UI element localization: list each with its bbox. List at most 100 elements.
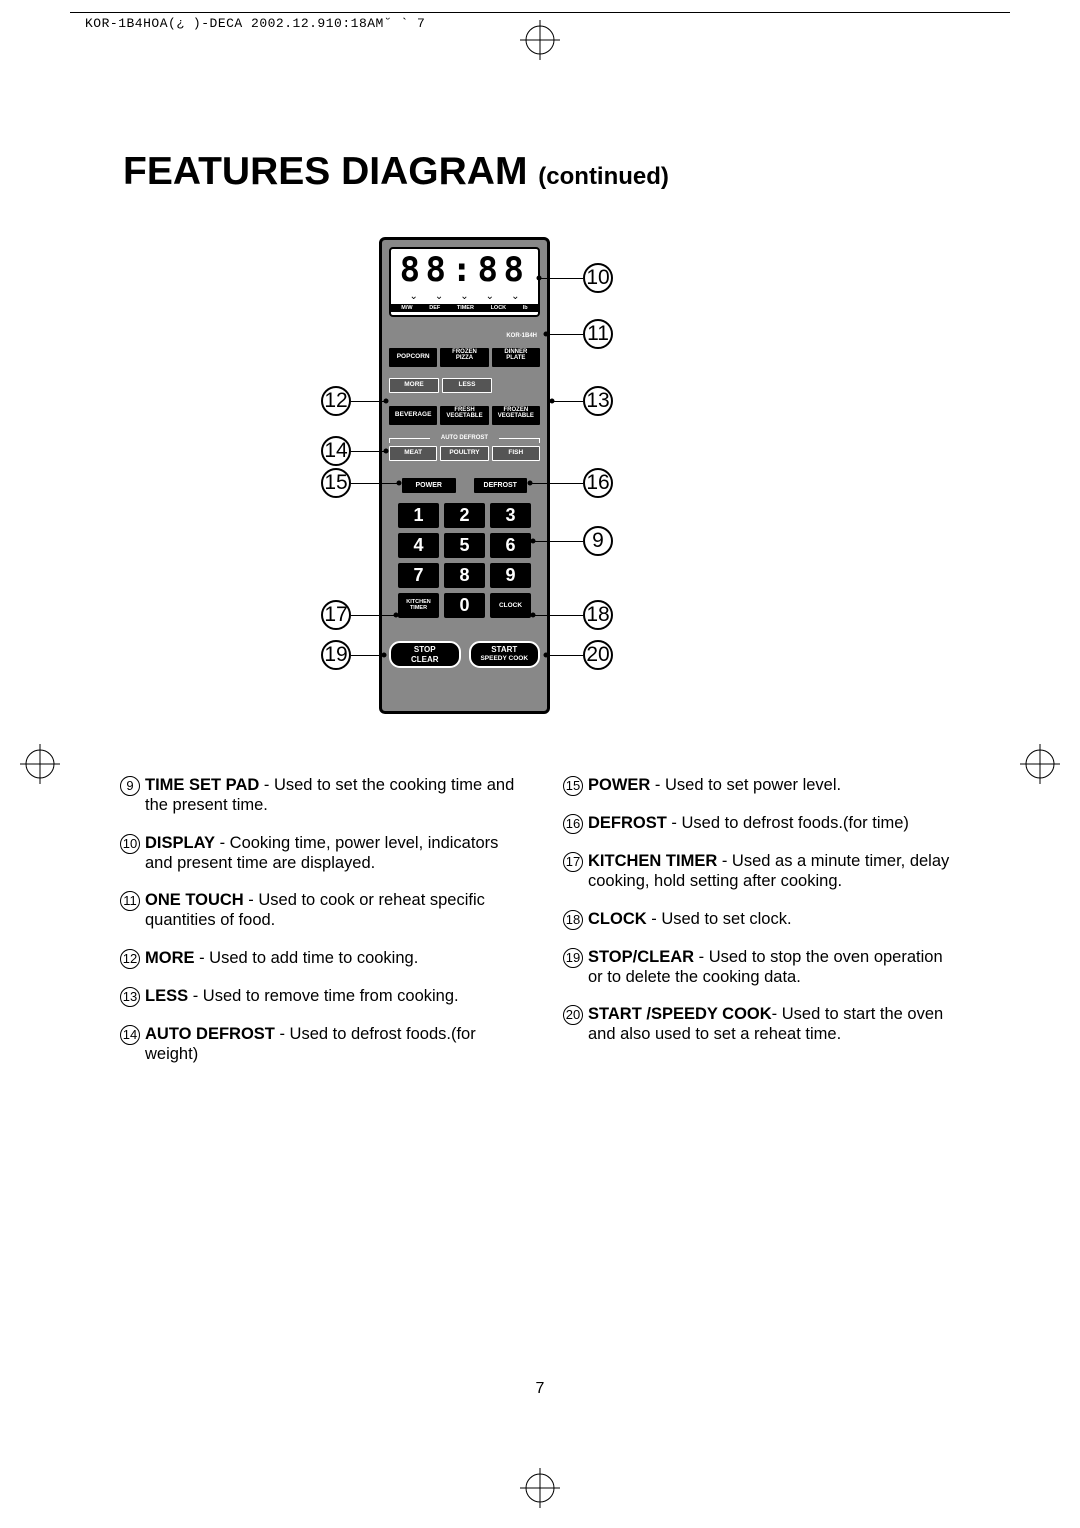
desc-number: 18	[563, 910, 583, 930]
auto-defrost-section: AUTO DEFROST	[389, 435, 540, 441]
description-item: 14AUTO DEFROST - Used to defrost foods.(…	[120, 1024, 517, 1065]
callout-19: 19	[321, 640, 351, 670]
callout-9: 9	[583, 526, 613, 556]
key-4[interactable]: 4	[398, 533, 439, 558]
auto-defrost-label: AUTO DEFROST	[389, 435, 540, 441]
frozen-pizza-button[interactable]: FROZENPIZZA	[440, 348, 488, 367]
description-item: 11ONE TOUCH - Used to cook or reheat spe…	[120, 890, 517, 931]
key-2[interactable]: 2	[444, 503, 485, 528]
description-item: 18CLOCK - Used to set clock.	[563, 909, 960, 930]
desc-number: 17	[563, 852, 583, 872]
callout-20: 20	[583, 640, 613, 670]
description-item: 19STOP/CLEAR - Used to stop the oven ope…	[563, 947, 960, 988]
crop-mark-bottom	[520, 1468, 560, 1508]
desc-number: 12	[120, 949, 140, 969]
start-button[interactable]: STARTSPEEDY COOK	[469, 641, 541, 668]
poultry-button[interactable]: POULTRY	[440, 446, 488, 461]
desc-number: 19	[563, 948, 583, 968]
desc-number: 15	[563, 776, 583, 796]
description-item: 15POWER - Used to set power level.	[563, 775, 960, 796]
crop-mark-top	[520, 20, 560, 60]
desc-number: 10	[120, 834, 140, 854]
more-button[interactable]: MORE	[389, 378, 439, 393]
desc-text: MORE - Used to add time to cooking.	[145, 948, 517, 968]
desc-text: STOP/CLEAR - Used to stop the oven opera…	[588, 947, 960, 988]
desc-text: TIME SET PAD - Used to set the cooking t…	[145, 775, 517, 816]
key-7[interactable]: 7	[398, 563, 439, 588]
numeric-keypad: 1 2 3 4 5 6 7 8 9 KITCHENTIMER 0 CLOCK	[398, 503, 531, 618]
desc-number: 14	[120, 1025, 140, 1045]
callout-13: 13	[583, 386, 613, 416]
auto-defrost-row: MEAT POULTRY FISH	[389, 446, 540, 461]
header-rule	[70, 12, 1010, 13]
display-screen: 88:88 ⌄⌄⌄⌄⌄ M/W DEF TIMER LOCK lb	[389, 247, 540, 317]
fish-button[interactable]: FISH	[492, 446, 540, 461]
callout-15: 15	[321, 468, 351, 498]
desc-text: POWER - Used to set power level.	[588, 775, 960, 795]
dinner-plate-button[interactable]: DINNERPLATE	[492, 348, 540, 367]
defrost-button[interactable]: DEFROST	[474, 478, 528, 493]
one-touch-row-1: POPCORN FROZENPIZZA DINNERPLATE	[389, 348, 540, 367]
description-item: 20START /SPEEDY COOK- Used to start the …	[563, 1004, 960, 1045]
desc-text: AUTO DEFROST - Used to defrost foods.(fo…	[145, 1024, 517, 1065]
title-main: FEATURES DIAGRAM	[123, 150, 527, 193]
meat-button[interactable]: MEAT	[389, 446, 437, 461]
title-continued: (continued)	[538, 163, 669, 190]
desc-text: START /SPEEDY COOK- Used to start the ov…	[588, 1004, 960, 1045]
beverage-button[interactable]: BEVERAGE	[389, 406, 437, 425]
model-label: KOR-1B4H	[506, 333, 537, 339]
desc-number: 11	[120, 891, 140, 911]
page-title: FEATURES DIAGRAM (continued)	[123, 150, 669, 194]
bottom-button-row: STOPCLEAR STARTSPEEDY COOK	[389, 641, 540, 668]
power-button[interactable]: POWER	[402, 478, 456, 493]
key-5[interactable]: 5	[444, 533, 485, 558]
kitchen-timer-button[interactable]: KITCHENTIMER	[398, 593, 439, 618]
desc-number: 16	[563, 814, 583, 834]
description-column-left: 9TIME SET PAD - Used to set the cooking …	[120, 775, 517, 1081]
desc-number: 20	[563, 1005, 583, 1025]
document-page: KOR-1B4HOA(¿ )-DECA 2002.12.910:18AM˘ ` …	[0, 0, 1080, 1528]
header-path: KOR-1B4HOA(¿ )-DECA 2002.12.910:18AM˘ ` …	[85, 16, 425, 31]
one-touch-row-2: BEVERAGE FRESHVEGETABLE FROZENVEGETABLE	[389, 406, 540, 425]
stop-clear-button[interactable]: STOPCLEAR	[389, 641, 461, 668]
callout-14: 14	[321, 436, 351, 466]
description-item: 12MORE - Used to add time to cooking.	[120, 948, 517, 969]
desc-text: LESS - Used to remove time from cooking.	[145, 986, 517, 1006]
power-defrost-row: POWER DEFROST	[402, 478, 527, 493]
display-labels: M/W DEF TIMER LOCK lb	[391, 304, 538, 312]
description-columns: 9TIME SET PAD - Used to set the cooking …	[120, 775, 960, 1081]
fresh-vegetable-button[interactable]: FRESHVEGETABLE	[440, 406, 488, 425]
page-number: 7	[536, 1380, 545, 1398]
desc-text: DEFROST - Used to defrost foods.(for tim…	[588, 813, 960, 833]
desc-text: ONE TOUCH - Used to cook or reheat speci…	[145, 890, 517, 931]
key-6[interactable]: 6	[490, 533, 531, 558]
desc-number: 9	[120, 776, 140, 796]
control-panel: 88:88 ⌄⌄⌄⌄⌄ M/W DEF TIMER LOCK lb KOR-1B…	[379, 237, 550, 714]
desc-text: DISPLAY - Cooking time, power level, ind…	[145, 833, 517, 874]
description-item: 13LESS - Used to remove time from cookin…	[120, 986, 517, 1007]
key-1[interactable]: 1	[398, 503, 439, 528]
desc-text: CLOCK - Used to set clock.	[588, 909, 960, 929]
callout-10: 10	[583, 263, 613, 293]
description-item: 9TIME SET PAD - Used to set the cooking …	[120, 775, 517, 816]
description-item: 10DISPLAY - Cooking time, power level, i…	[120, 833, 517, 874]
callout-17: 17	[321, 600, 351, 630]
popcorn-button[interactable]: POPCORN	[389, 348, 437, 367]
key-9[interactable]: 9	[490, 563, 531, 588]
crop-mark-left	[20, 744, 60, 784]
more-less-row: MORE LESS	[389, 378, 492, 393]
key-8[interactable]: 8	[444, 563, 485, 588]
frozen-vegetable-button[interactable]: FROZENVEGETABLE	[492, 406, 540, 425]
clock-button[interactable]: CLOCK	[490, 593, 531, 618]
crop-mark-right	[1020, 744, 1060, 784]
callout-18: 18	[583, 600, 613, 630]
callout-12: 12	[321, 386, 351, 416]
display-arrows: ⌄⌄⌄⌄⌄	[391, 291, 538, 302]
description-item: 17KITCHEN TIMER - Used as a minute timer…	[563, 851, 960, 892]
key-3[interactable]: 3	[490, 503, 531, 528]
less-button[interactable]: LESS	[442, 378, 492, 393]
description-column-right: 15POWER - Used to set power level.16DEFR…	[563, 775, 960, 1081]
key-0[interactable]: 0	[444, 593, 485, 618]
description-item: 16DEFROST - Used to defrost foods.(for t…	[563, 813, 960, 834]
diagram-area: 88:88 ⌄⌄⌄⌄⌄ M/W DEF TIMER LOCK lb KOR-1B…	[277, 237, 707, 757]
